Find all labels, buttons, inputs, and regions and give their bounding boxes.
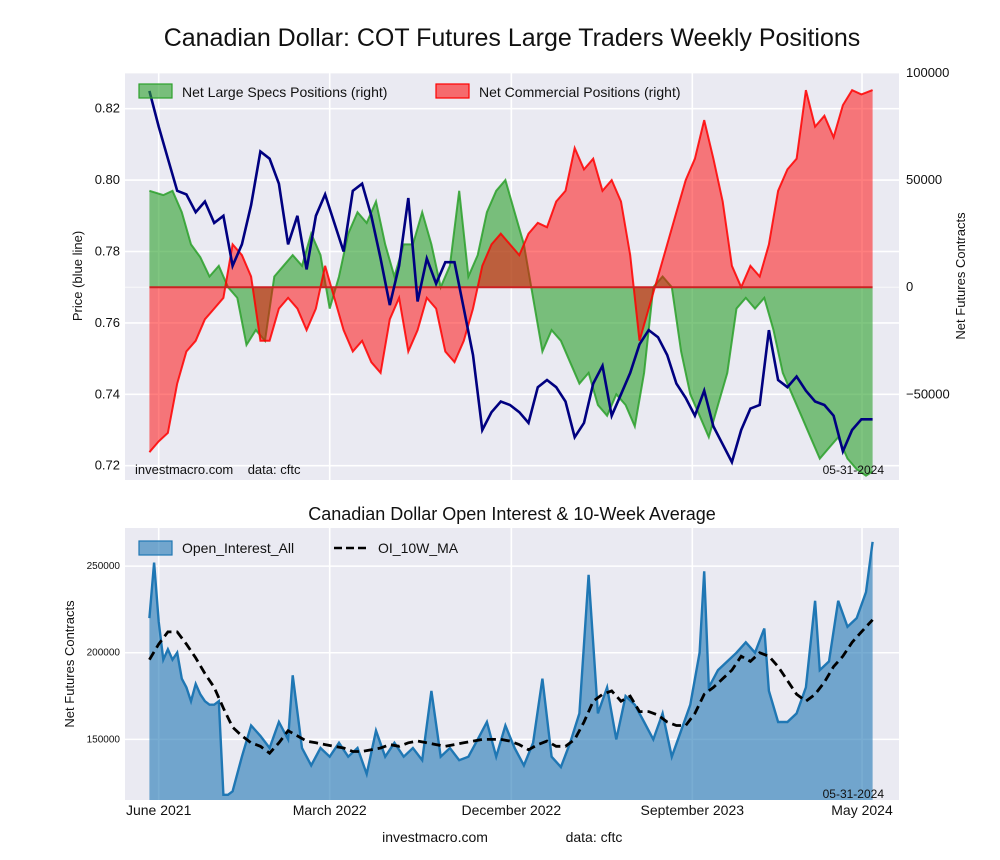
footer-site: investmacro.com xyxy=(382,829,488,845)
top-right-tick-label: 0 xyxy=(906,279,913,294)
oi-10w-ma-line xyxy=(148,618,874,756)
top-left-tick-label: 0.74 xyxy=(95,386,120,401)
bottom-x-tick-label: December 2022 xyxy=(462,802,562,818)
bottom-x-tick-label: September 2023 xyxy=(641,802,745,818)
legend-swatch-oi xyxy=(138,540,173,556)
bottom-series xyxy=(148,541,874,800)
top-price-series xyxy=(148,90,873,466)
bottom-y-tick-labels: 250000 200000 150000 xyxy=(87,561,121,745)
top-right-axis-label: Net Futures Contracts xyxy=(953,212,968,340)
bottom-panel: 250000 200000 150000 June 2021 March 2022 De… xyxy=(62,528,899,818)
top-left-tick-label: 0.82 xyxy=(95,101,120,116)
top-watermark: investmacro.com data: cftc xyxy=(135,462,301,477)
specs-area xyxy=(149,180,873,476)
legend-label-ma: OI_10W_MA xyxy=(378,540,459,556)
top-area-series xyxy=(148,88,874,477)
bottom-chart-title: Canadian Dollar Open Interest & 10-Week … xyxy=(308,504,716,524)
open-interest-area xyxy=(149,541,873,800)
bottom-x-tick-label: June 2021 xyxy=(126,802,192,818)
bottom-x-tick-labels: June 2021 March 2022 December 2022 Septembe… xyxy=(126,802,893,818)
legend-swatch-specs xyxy=(138,83,173,99)
bottom-y-tick-label: 200000 xyxy=(87,648,121,659)
commercial-area xyxy=(149,90,873,453)
top-left-tick-label: 0.76 xyxy=(95,315,120,330)
legend-label-commercial: Net Commercial Positions (right) xyxy=(479,84,681,100)
top-left-tick-label: 0.72 xyxy=(95,458,120,473)
top-left-tick-label: 0.80 xyxy=(95,172,120,187)
top-left-tick-label: 0.78 xyxy=(95,244,120,259)
top-left-tick-labels: 0.82 0.80 0.78 0.76 0.74 0.72 xyxy=(95,101,120,473)
bottom-y-tick-label: 250000 xyxy=(87,561,121,572)
top-date-label: 05-31-2024 xyxy=(823,463,885,477)
legend-swatch-commercial xyxy=(435,83,470,99)
commercial-area-line xyxy=(148,88,873,453)
top-right-tick-labels: 100000 50000 0 −50000 xyxy=(906,65,950,401)
bottom-axis-label: Net Futures Contracts xyxy=(62,600,77,728)
top-right-tick-label: 100000 xyxy=(906,65,949,80)
footer-data-source: data: cftc xyxy=(566,829,623,845)
top-left-axis-label: Price (blue line) xyxy=(70,231,85,321)
chart-title: Canadian Dollar: COT Futures Large Trade… xyxy=(164,24,861,52)
bottom-y-tick-label: 150000 xyxy=(87,734,121,745)
price-line xyxy=(148,90,873,466)
top-right-tick-label: −50000 xyxy=(906,386,950,401)
legend-label-oi: Open_Interest_All xyxy=(182,540,294,556)
top-legend: Net Large Specs Positions (right) Net Co… xyxy=(138,83,681,100)
top-panel: 0.82 0.80 0.78 0.76 0.74 0.72 100000 50000 0 −50… xyxy=(70,65,968,480)
bottom-legend: Open_Interest_All OI_10W_MA xyxy=(138,540,459,556)
bottom-x-tick-label: March 2022 xyxy=(293,802,367,818)
specs-area-line xyxy=(149,178,874,477)
top-right-tick-label: 50000 xyxy=(906,172,942,187)
bottom-x-tick-label: May 2024 xyxy=(831,802,893,818)
legend-label-specs: Net Large Specs Positions (right) xyxy=(182,84,387,100)
bottom-date-label: 05-31-2024 xyxy=(823,787,885,801)
